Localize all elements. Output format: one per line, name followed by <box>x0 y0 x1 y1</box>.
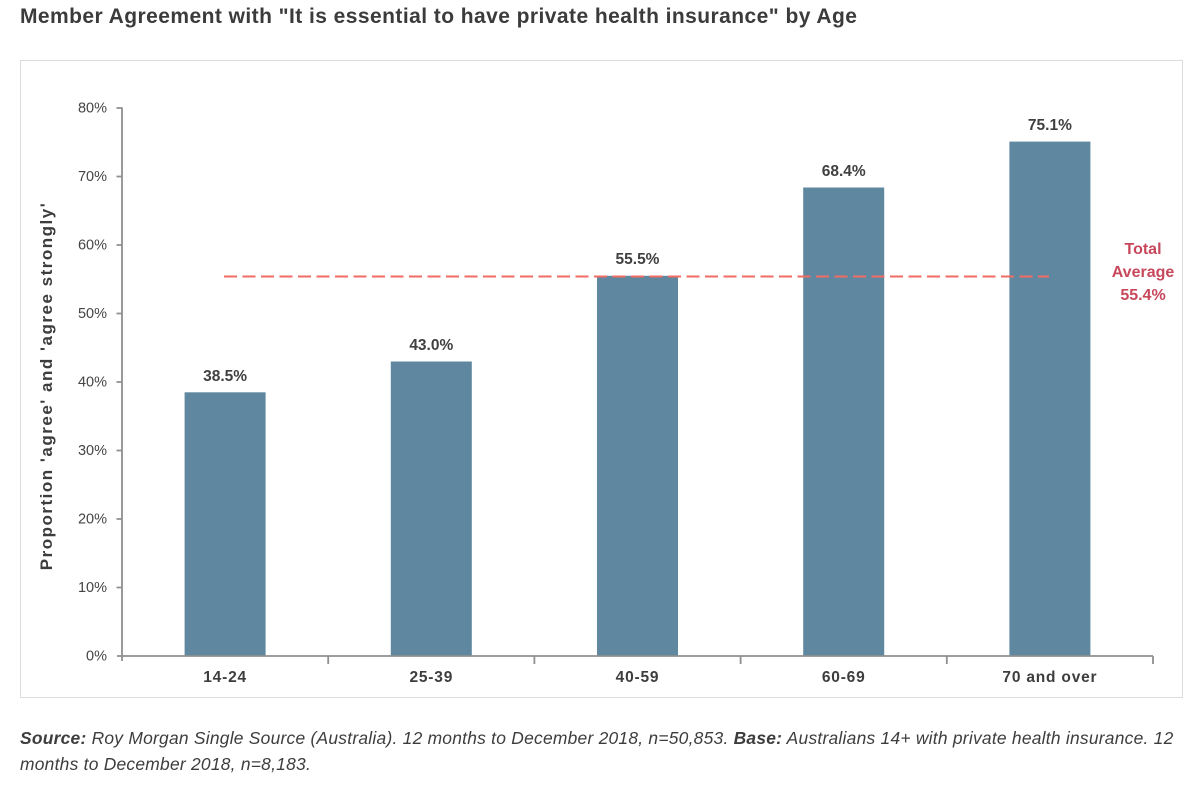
svg-text:40%: 40% <box>78 375 107 391</box>
svg-text:70 and over: 70 and over <box>1002 669 1097 686</box>
svg-text:43.0%: 43.0% <box>409 337 453 354</box>
svg-text:30%: 30% <box>78 443 107 459</box>
svg-text:Proportion 'agree' and 'agree: Proportion 'agree' and 'agree strongly' <box>37 202 56 570</box>
svg-text:55.5%: 55.5% <box>616 251 660 268</box>
svg-text:Average: Average <box>1112 264 1175 281</box>
svg-text:14-24: 14-24 <box>203 669 247 686</box>
svg-text:0%: 0% <box>86 649 107 665</box>
svg-text:10%: 10% <box>78 580 107 596</box>
svg-text:68.4%: 68.4% <box>822 163 866 180</box>
svg-text:60%: 60% <box>78 238 107 254</box>
svg-text:38.5%: 38.5% <box>203 368 247 385</box>
svg-text:60-69: 60-69 <box>822 669 866 686</box>
svg-text:80%: 80% <box>78 101 107 117</box>
svg-text:25-39: 25-39 <box>409 669 453 686</box>
svg-text:40-59: 40-59 <box>616 669 660 686</box>
svg-text:Total: Total <box>1124 241 1161 258</box>
svg-text:50%: 50% <box>78 306 107 322</box>
svg-text:20%: 20% <box>78 512 107 528</box>
svg-text:55.4%: 55.4% <box>1120 287 1165 304</box>
svg-text:75.1%: 75.1% <box>1028 117 1072 134</box>
svg-text:70%: 70% <box>78 169 107 185</box>
